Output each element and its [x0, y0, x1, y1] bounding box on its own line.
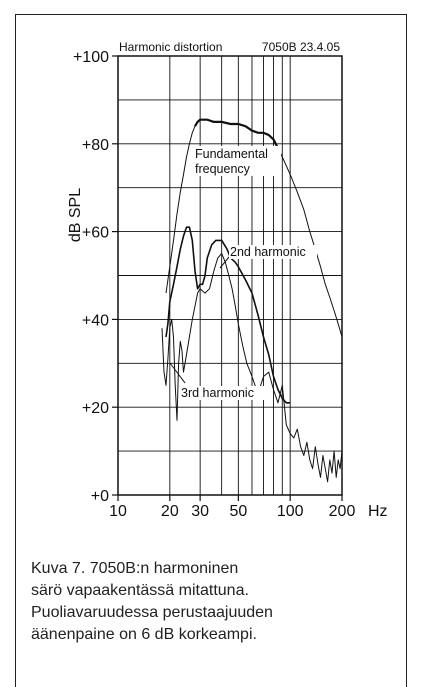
figure-frame	[15, 14, 407, 687]
third-harmonic-label: 3rd harmonic	[181, 386, 254, 400]
series-line-3	[161, 253, 343, 483]
caption-line: äänenpaine on 6 dB korkeampi.	[31, 626, 257, 643]
caption-line: särö vapaakentässä mitattuna.	[31, 582, 249, 599]
y-tick-label: +40	[82, 312, 109, 329]
x-tick-label: 50	[229, 503, 247, 520]
x-tick-label: 200	[329, 503, 356, 520]
second-harmonic-label: 2nd harmonic	[230, 245, 306, 259]
figure-caption: Kuva 7. 7050B:n harmoninen särö vapaaken…	[31, 558, 391, 646]
third-harmonic-label-background	[180, 386, 264, 400]
y-tick-label: +20	[82, 400, 109, 417]
fundamental-label-line2: frequency	[195, 162, 251, 176]
x-tick-label: 30	[191, 503, 209, 520]
x-tick-label: 10	[109, 503, 127, 520]
series-line-2	[165, 226, 291, 404]
caption-line: Kuva 7. 7050B:n harmoninen	[31, 560, 239, 577]
fundamental-plateau-line	[194, 118, 279, 149]
second-harmonic-label-background	[229, 245, 317, 259]
ticks: +0 +20 +40 +60 +80 +100 10 20 30 50 100 200	[73, 49, 355, 520]
y-tick-label: +0	[91, 488, 109, 505]
plot-border	[117, 55, 343, 496]
y-tick-label: +80	[82, 137, 109, 154]
y-tick-label: +100	[73, 49, 109, 66]
fundamental-label-background	[193, 146, 281, 176]
second-harmonic-pointer	[219, 256, 230, 269]
fundamental-label-line1: Fundamental	[195, 147, 268, 161]
annotations	[169, 150, 241, 384]
x-tick-label: 20	[161, 503, 179, 520]
labels: Harmonic distortion 7050B 23.4.05 dB SPL…	[67, 40, 388, 520]
grid	[118, 56, 342, 495]
harmonic-distortion-chart: +0 +20 +40 +60 +80 +100 10 20 30 50 100 200 Harmoni…	[67, 40, 388, 520]
caption-line: Puoliavaruudessa perustaajuuden	[31, 604, 273, 621]
third-harmonic-pointer	[169, 362, 186, 384]
chart-subtitle: 7050B 23.4.05	[262, 40, 340, 54]
x-axis-label: Hz	[368, 503, 388, 520]
x-tick-label: 100	[277, 503, 304, 520]
y-tick-label: +60	[82, 225, 109, 242]
title-background	[119, 40, 341, 54]
chart-title: Harmonic distortion	[119, 40, 222, 54]
y-axis-label: dB SPL	[67, 188, 84, 242]
